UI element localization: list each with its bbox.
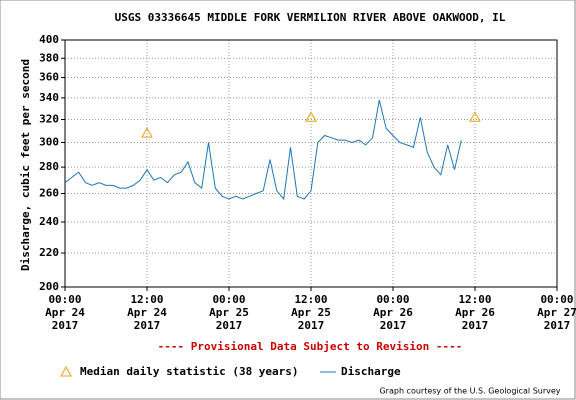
x-tick-label: Apr 25	[291, 306, 331, 319]
x-tick-label: Apr 24	[45, 306, 85, 319]
x-tick-label: 2017	[134, 319, 161, 332]
y-tick-label: 300	[39, 136, 59, 149]
x-tick-label: Apr 24	[127, 306, 167, 319]
plot-frame	[64, 39, 558, 288]
y-tick-label: 320	[39, 113, 59, 126]
y-tick-label: 360	[39, 71, 59, 84]
y-tick-label: 220	[39, 246, 59, 259]
median-marker	[305, 111, 317, 122]
y-tick-label: 260	[39, 187, 59, 200]
annotation: ---- Provisional Data Subject to Revisio…	[158, 340, 463, 353]
median-marker	[469, 111, 481, 122]
x-tick-label: Apr 27	[537, 306, 576, 319]
chart-title: USGS 03336645 MIDDLE FORK VERMILION RIVE…	[115, 11, 506, 24]
x-tick-label: 00:00	[376, 293, 409, 306]
legend-label: Median daily statistic (38 years)	[80, 365, 299, 378]
y-tick-label: 380	[39, 51, 59, 64]
x-tick-label: Apr 26	[455, 306, 495, 319]
x-tick-label: 12:00	[294, 293, 327, 306]
x-tick-label: 00:00	[48, 293, 81, 306]
x-tick-label: 2017	[462, 319, 489, 332]
x-tick-label: 2017	[380, 319, 407, 332]
x-tick-label: 2017	[52, 319, 79, 332]
x-tick-label: 2017	[298, 319, 325, 332]
x-tick-label: 00:00	[540, 293, 573, 306]
y-tick-label: 240	[39, 215, 59, 228]
y-tick-label: 200	[39, 280, 59, 293]
y-tick-label: 280	[39, 160, 59, 173]
x-tick-label: 12:00	[130, 293, 163, 306]
credit: Graph courtesy of the U.S. Geological Su…	[379, 387, 560, 396]
legend-marker	[60, 365, 72, 377]
discharge-line	[64, 99, 462, 201]
x-tick-label: 2017	[216, 319, 243, 332]
x-tick-label: 12:00	[458, 293, 491, 306]
median-marker	[141, 127, 153, 138]
y-axis-label: Discharge, cubic feet per second	[19, 59, 32, 271]
y-tick-label: 340	[39, 91, 59, 104]
x-tick-label: 00:00	[212, 293, 245, 306]
x-tick-label: 2017	[544, 319, 571, 332]
legend-label: Discharge	[341, 365, 401, 378]
x-tick-label: Apr 26	[373, 306, 413, 319]
x-tick-label: Apr 25	[209, 306, 249, 319]
y-tick-label: 400	[39, 33, 59, 46]
